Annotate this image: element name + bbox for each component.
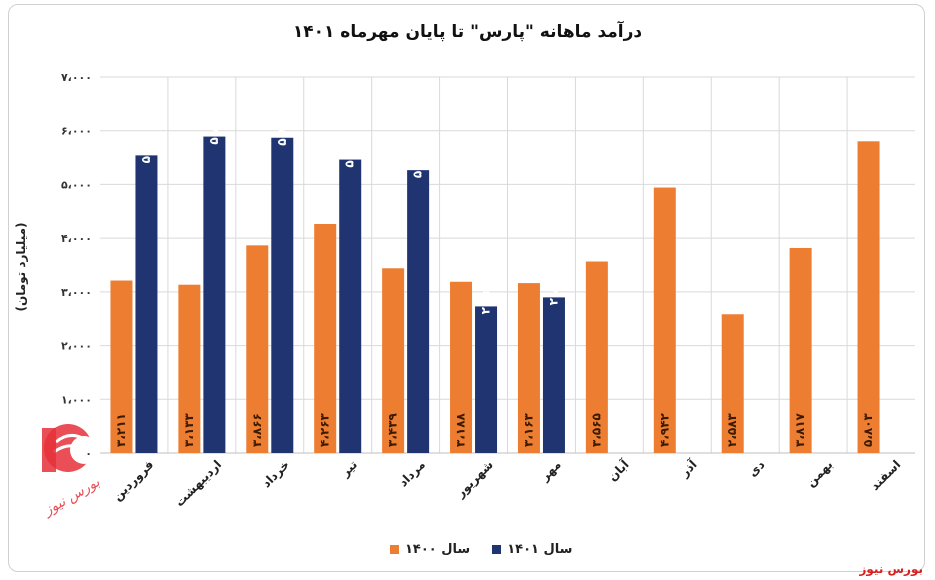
x-tick-label: شهریور	[453, 457, 497, 501]
bar-1400	[314, 224, 337, 453]
bar-1400	[450, 281, 473, 453]
bar-1400	[246, 245, 269, 453]
x-tick-label: اسفند	[868, 457, 904, 493]
bar-1400	[110, 280, 133, 453]
x-tick-label: فروردین	[110, 457, 157, 504]
watermark-text: بورس نیوز	[40, 474, 103, 520]
legend-item-1400: سال ۱۴۰۰	[390, 542, 470, 557]
bar-1400	[789, 247, 812, 453]
x-tick-label: خرداد	[259, 457, 292, 490]
data-label-1401: ۵،۵۴۱	[139, 130, 153, 164]
data-label-1401: ۵،۲۶۶	[411, 144, 425, 178]
x-axis: فروردین اردیبهشت خرداد تیر مرداد شهریور مهر آبا…	[110, 456, 903, 509]
legend-label-1400: سال ۱۴۰۰	[405, 542, 471, 557]
data-label-1401: ۲،۷۲۹	[479, 280, 493, 315]
bar-1401	[475, 306, 498, 453]
y-tick-label: ۱،۰۰۰	[61, 393, 92, 406]
x-tick-label: مرداد	[396, 457, 428, 489]
data-label-1400: ۲،۵۸۳	[725, 412, 739, 447]
data-label-1400: ۳،۵۶۵	[589, 413, 603, 447]
x-tick-label: اردیبهشت	[172, 457, 224, 509]
x-tick-label: آذر	[676, 456, 700, 480]
chart-title: درآمد ماهانه "پارس" تا پایان مهرماه ۱۴۰۱	[292, 22, 643, 42]
source-credit: بورس نیوز	[859, 562, 923, 576]
y-tick-label: ۰	[85, 447, 92, 460]
x-tick-label: آبان	[605, 456, 633, 484]
data-label-1400: ۳،۸۶۶	[250, 413, 264, 447]
bar-1400	[857, 141, 880, 453]
legend-label-1401: سال ۱۴۰۱	[507, 542, 573, 557]
bar-1400	[653, 187, 676, 453]
bar-1401	[339, 159, 362, 454]
data-label-1400: ۳،۱۶۳	[521, 412, 535, 447]
data-label-1400: ۴،۲۶۳	[318, 412, 332, 447]
bars: ۳،۲۱۱ ۵،۵۴۱ ۳،۱۳۳ ۵،۸۹۱ ۳،۸۶۶ ۵،۸۶۹ ۴،۲۶۳ ۵،۴۶۳…	[110, 111, 880, 454]
bar-1401	[135, 155, 158, 453]
x-tick-label: دی	[746, 457, 768, 479]
y-tick-label: ۳،۰۰۰	[61, 286, 92, 299]
y-tick-label: ۶،۰۰۰	[61, 125, 92, 138]
grid-lines	[100, 76, 915, 454]
bar-1400	[178, 284, 201, 453]
data-label-1400: ۳،۸۱۷	[793, 412, 807, 447]
watermark-logo	[42, 424, 98, 472]
bar-1401	[271, 137, 294, 453]
data-label-1400: ۵،۸۰۳	[861, 412, 875, 447]
data-label-1400: ۳،۱۸۸	[454, 412, 468, 447]
data-label-1400: ۳،۴۳۹	[386, 412, 400, 447]
y-axis-label: (میلیارد تومان)	[14, 222, 29, 311]
data-label-1401: ۵،۴۶۳	[343, 133, 357, 168]
bar-1400	[382, 268, 405, 453]
y-tick-label: ۵،۰۰۰	[61, 178, 92, 191]
bar-1401	[407, 170, 430, 453]
y-tick-label: ۴،۰۰۰	[61, 232, 92, 245]
legend-swatch-1400	[390, 545, 399, 554]
data-label-1400: ۴،۹۴۲	[657, 412, 671, 447]
bar-1400	[517, 283, 540, 453]
y-axis: ۰ ۱،۰۰۰ ۲،۰۰۰ ۳،۰۰۰ ۴،۰۰۰ ۵،۰۰۰ ۶،۰۰۰ ۷،۰۰۰	[61, 71, 92, 460]
y-tick-label: ۷،۰۰۰	[61, 71, 92, 84]
bar-1401	[542, 297, 565, 453]
data-label-1400: ۳،۱۳۳	[182, 412, 196, 447]
legend-swatch-1401	[492, 545, 502, 554]
x-tick-label: تیر	[338, 457, 361, 480]
data-label-1401: ۲،۸۹۷	[546, 271, 560, 306]
data-label-1401: ۵،۸۶۹	[275, 111, 289, 146]
x-tick-label: بهمن	[803, 457, 835, 489]
data-label-1400: ۳،۲۱۱	[114, 413, 128, 447]
y-tick-label: ۲،۰۰۰	[61, 340, 92, 353]
data-label-1401: ۵،۸۹۱	[207, 111, 221, 145]
legend-item-1401: سال ۱۴۰۱	[492, 542, 572, 557]
bar-1400	[721, 314, 744, 453]
x-tick-label: مهر	[537, 457, 564, 484]
bar-1400	[585, 261, 608, 453]
bar-1401	[203, 136, 226, 453]
legend: سال ۱۴۰۰ سال ۱۴۰۱	[390, 542, 572, 557]
